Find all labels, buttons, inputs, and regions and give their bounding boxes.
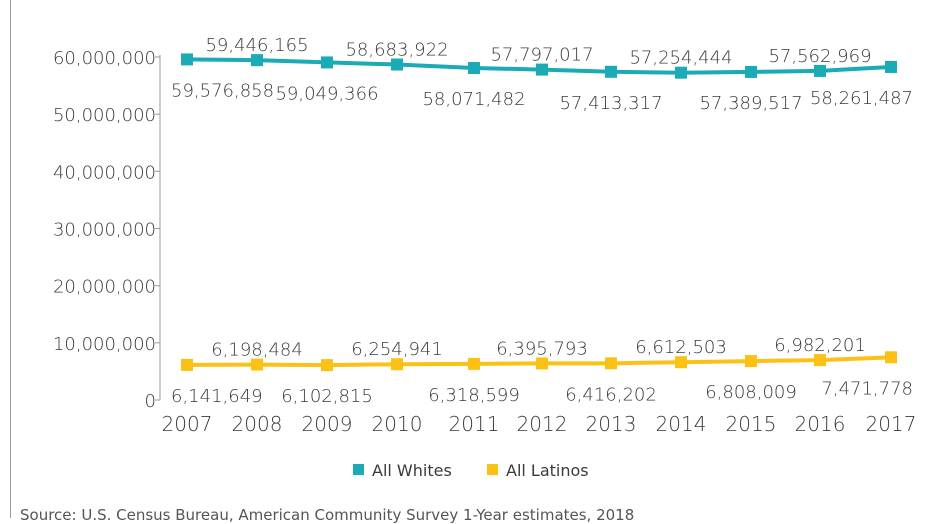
y-tick-label: 0 [145,391,156,412]
x-tick-label: 2011 [449,412,500,436]
legend-swatch-all-whites [353,464,364,475]
data-label-all-latinos: 7,471,778 [821,378,913,399]
y-tick-label: 40,000,000 [53,162,156,183]
x-tick-label: 2007 [162,412,213,436]
data-label-all-whites: 58,683,922 [345,40,448,61]
data-label-all-latinos: 6,982,201 [774,335,866,356]
data-point-all-latinos [181,358,193,371]
data-point-all-latinos [468,357,480,370]
y-tick-label: 10,000,000 [53,334,156,355]
data-label-all-latinos: 6,395,793 [496,338,588,359]
y-axis-ticks: 0 10,000,000 20,000,000 30,000,000 40,000,00… [53,48,160,412]
y-tick-label: 60,000,000 [53,48,156,69]
data-label-all-latinos: 6,198,484 [211,340,303,361]
data-label-all-whites: 58,071,482 [422,89,525,110]
y-tick-label: 30,000,000 [53,220,156,241]
data-label-all-whites: 57,413,317 [559,93,662,114]
data-label-all-latinos: 6,141,649 [171,386,263,407]
data-point-all-latinos [814,354,826,367]
data-point-all-whites [675,66,687,79]
data-label-all-whites: 57,797,017 [490,45,593,66]
x-tick-label: 2016 [795,412,846,436]
data-label-all-latinos: 6,416,202 [565,384,657,405]
data-point-all-latinos [605,357,617,370]
data-point-all-whites [251,54,263,67]
data-point-all-whites [814,64,826,77]
x-tick-label: 2017 [866,412,917,436]
data-point-all-latinos [321,359,333,372]
data-point-all-whites [468,62,480,75]
x-tick-label: 2012 [517,412,568,436]
legend-swatch-all-latinos [487,464,498,475]
y-tick-label: 50,000,000 [53,105,156,126]
data-point-all-latinos [536,357,548,370]
data-label-all-latinos: 6,254,941 [351,339,443,360]
legend: All Whites All Latinos [353,461,589,480]
x-tick-label: 2009 [302,412,353,436]
x-axis-ticks: 2007 2008 2009 2010 2011 2012 2013 2014 2015 2016… [162,412,917,436]
x-tick-label: 2010 [372,412,423,436]
data-label-all-whites: 57,254,444 [629,48,732,69]
data-point-all-whites [885,60,897,73]
x-tick-label: 2013 [586,412,637,436]
data-labels: 59,576,858 59,446,165 59,049,366 58,683,922… [171,35,913,407]
series-lines [181,53,897,372]
data-label-all-whites: 57,562,969 [768,46,871,67]
data-point-all-whites [745,65,757,78]
data-point-all-latinos [391,358,403,371]
data-point-all-latinos [675,356,687,369]
data-label-all-latinos: 6,808,009 [705,382,797,403]
data-point-all-whites [536,63,548,76]
data-point-all-whites [181,53,193,66]
data-point-all-latinos [251,358,263,371]
x-tick-label: 2014 [656,412,707,436]
data-point-all-whites [321,56,333,69]
data-label-all-whites: 58,261,487 [810,88,913,109]
legend-label-all-latinos: All Latinos [506,461,589,480]
data-label-all-whites: 59,446,165 [205,35,308,56]
data-label-all-whites: 59,049,366 [275,83,378,104]
data-point-all-latinos [885,351,897,364]
data-label-all-latinos: 6,102,815 [281,386,373,407]
data-label-all-whites: 59,576,858 [171,80,274,101]
data-point-all-whites [605,65,617,78]
x-tick-label: 2008 [232,412,283,436]
data-label-all-latinos: 6,318,599 [428,385,520,406]
y-tick-label: 20,000,000 [53,277,156,298]
x-tick-label: 2015 [726,412,777,436]
chart-frame [10,0,944,518]
legend-label-all-whites: All Whites [372,461,452,480]
data-label-all-whites: 57,389,517 [699,93,802,114]
source-note: Source: U.S. Census Bureau, American Com… [20,506,635,524]
data-point-all-latinos [745,355,757,368]
data-point-all-whites [391,58,403,71]
data-label-all-latinos: 6,612,503 [635,337,727,358]
